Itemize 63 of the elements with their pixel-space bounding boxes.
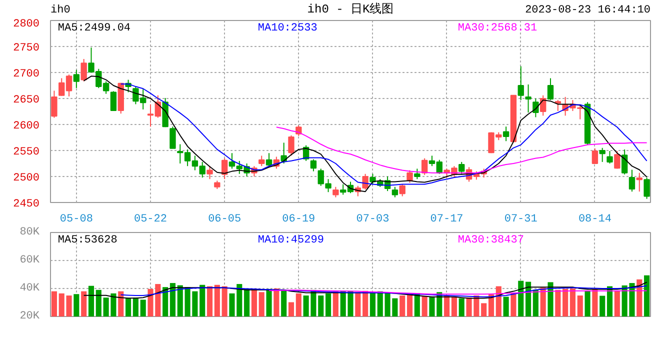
- y-tick-label: 2650: [13, 94, 40, 106]
- candlestick: [221, 158, 228, 180]
- line-series: [120, 285, 648, 298]
- text: MA10:45299: [258, 234, 324, 246]
- candlestick: [332, 186, 339, 198]
- y-tick-label: 2600: [13, 120, 40, 132]
- text: MA5:2499.04: [58, 22, 131, 34]
- y-tick-label: 80K: [20, 226, 40, 238]
- candlestick: [258, 155, 265, 167]
- x-tick-label: 07-03: [356, 214, 390, 226]
- candlestick: [310, 158, 317, 172]
- candlestick: [110, 90, 117, 111]
- candlestick: [51, 90, 58, 118]
- candlestick: [518, 66, 524, 101]
- text: MA30:38437: [458, 234, 524, 246]
- candlestick: [280, 142, 287, 164]
- candlestick: [370, 173, 376, 185]
- x-tick-label: 08-14: [578, 214, 612, 226]
- x-tick-label: 05-08: [60, 214, 93, 226]
- candlestick: [406, 170, 413, 184]
- x-tick-label: 07-17: [430, 214, 464, 226]
- candlestick: [458, 161, 465, 174]
- candlestick: [644, 177, 650, 200]
- candlestick: [525, 84, 532, 114]
- candlestick: [421, 158, 428, 176]
- candlestick: [502, 126, 510, 142]
- x-tick-label: 06-19: [282, 214, 316, 226]
- candlestick: [80, 58, 87, 82]
- candlestick: [554, 100, 561, 112]
- y-tick-label: 2750: [13, 42, 40, 54]
- candlestick: [288, 134, 294, 156]
- candlestick: [392, 186, 398, 198]
- text: 2023-08-23 16:44:10: [525, 4, 650, 17]
- y-tick-label: 2500: [13, 172, 40, 184]
- candlestick: [399, 184, 406, 197]
- text: MA5:53628: [58, 234, 118, 246]
- y-tick-label: 2800: [13, 18, 40, 30]
- candlestick: [614, 150, 620, 170]
- y-tick-label: 2450: [13, 198, 40, 210]
- x-tick-label: 05-22: [134, 214, 168, 226]
- candlestick: [621, 148, 628, 175]
- candlestick: [636, 172, 642, 192]
- x-tick-label: 06-05: [208, 214, 242, 226]
- text: ih0: [50, 4, 70, 17]
- y-tick-label: 60K: [20, 254, 40, 266]
- candlestick: [628, 169, 636, 192]
- candlestick: [592, 148, 598, 165]
- y-tick-label: 40K: [20, 282, 40, 294]
- text: MA30:2568.31: [458, 22, 538, 34]
- chart-title: ih0 - 日K线图: [307, 2, 394, 17]
- candlestick: [599, 147, 606, 162]
- candlestick: [606, 150, 613, 164]
- candlestick: [206, 166, 213, 180]
- y-tick-label: 2550: [13, 146, 40, 158]
- x-tick-label: 07-31: [504, 214, 538, 226]
- candlestick: [414, 168, 420, 180]
- candlestick: [170, 126, 176, 149]
- y-tick-label: 20K: [20, 310, 40, 322]
- candlestick: [547, 78, 554, 101]
- candlestick: [532, 98, 539, 118]
- y-tick-label: 2700: [13, 68, 40, 80]
- text: MA10:2533: [258, 22, 318, 34]
- candlestick: [73, 69, 80, 89]
